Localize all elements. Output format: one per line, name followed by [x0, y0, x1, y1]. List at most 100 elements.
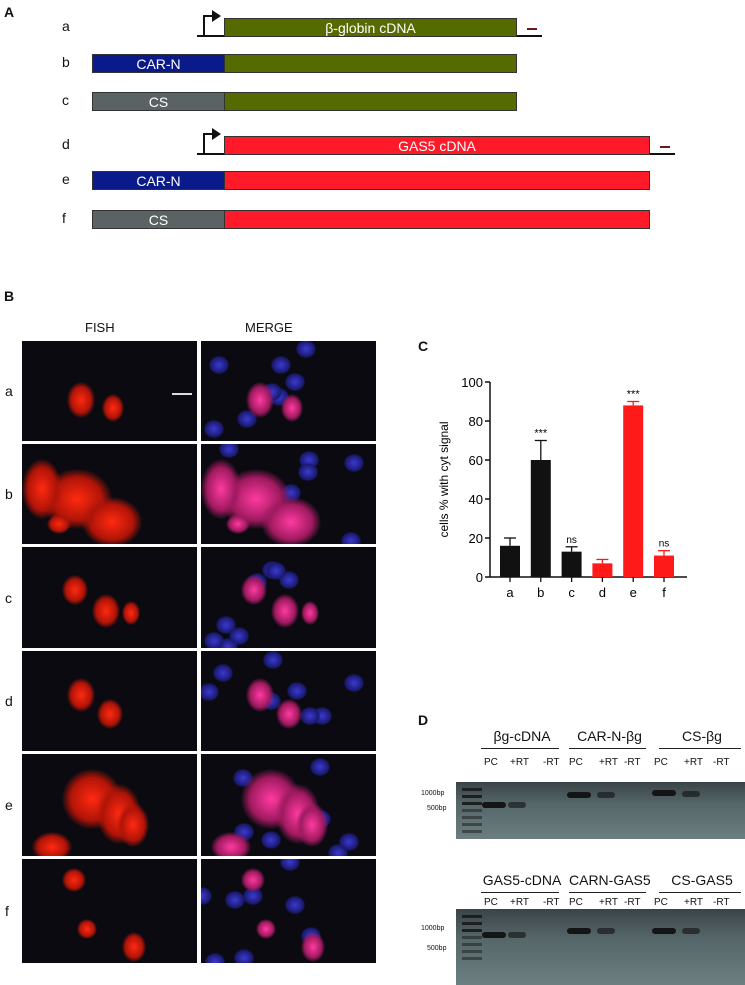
fish-signal [211, 831, 251, 856]
merge-image [201, 547, 376, 648]
ladder-band [462, 915, 482, 918]
construct-label: a [62, 18, 70, 34]
fish-signal [281, 394, 303, 422]
pcr-band [508, 932, 526, 938]
nucleus [225, 890, 246, 909]
merge-column-header: MERGE [245, 320, 293, 335]
x-tick-label: e [630, 585, 637, 600]
merge-image [201, 651, 376, 751]
construct-body-segment [224, 171, 650, 190]
segment-label: CS [148, 93, 169, 110]
gel-image [456, 909, 745, 985]
fish-signal [122, 601, 140, 625]
construct-prefix-segment: CAR-N [92, 171, 225, 190]
group-underline [481, 748, 559, 749]
nucleus [298, 463, 319, 482]
fish-image [22, 444, 197, 544]
y-tick-label: 40 [469, 492, 483, 507]
x-tick-label: b [537, 585, 544, 600]
y-tick-label: 100 [461, 375, 483, 390]
fish-signal [82, 496, 142, 544]
promoter-line [197, 153, 224, 155]
ladder-band [462, 795, 482, 798]
fish-image [22, 859, 197, 963]
nucleus [285, 373, 306, 392]
nucleus [219, 444, 240, 459]
fish-row-label: b [5, 486, 13, 502]
promoter-arrow-icon [212, 10, 221, 22]
fish-column-header: FISH [85, 320, 115, 335]
y-tick-label: 0 [476, 570, 483, 585]
ladder-band [462, 802, 482, 805]
gel-group-label: CS-βg [682, 728, 722, 744]
construct-label: f [62, 210, 66, 226]
fish-signal [62, 868, 86, 892]
nucleus [309, 758, 330, 777]
promoter-arrow-icon [212, 128, 221, 140]
lane-label: -RT [543, 757, 560, 768]
lane-label: +RT [684, 757, 703, 768]
merge-image [201, 341, 376, 441]
fish-signal [67, 382, 95, 418]
y-axis-label: cells % with cyt signal [437, 421, 451, 537]
x-tick-label: a [506, 585, 514, 600]
fish-signal [241, 868, 265, 892]
fish-signal [102, 394, 124, 422]
nucleus [261, 830, 282, 849]
fish-signal [271, 593, 299, 628]
lane-label: PC [654, 757, 668, 768]
panel-label-a: A [4, 4, 15, 20]
y-tick-label: 20 [469, 531, 483, 546]
fish-signal [246, 677, 274, 712]
nucleus [203, 419, 224, 438]
nucleus [209, 356, 230, 375]
merge-image [201, 444, 376, 544]
fish-signal [296, 803, 328, 847]
panel-label-c: C [418, 338, 429, 354]
construct-label: d [62, 136, 70, 152]
panel-label-d: D [418, 712, 429, 728]
bar [592, 563, 613, 577]
nucleus [279, 859, 300, 871]
ladder-band [462, 809, 482, 812]
promoter-arrow-icon [203, 133, 205, 154]
nucleus [201, 887, 213, 906]
nucleus [343, 674, 364, 693]
x-tick-label: d [599, 585, 606, 600]
construct-label: b [62, 54, 70, 70]
nucleus [296, 341, 317, 358]
construct-body-segment [224, 92, 517, 111]
x-tick-label: f [662, 585, 666, 600]
probe-mark [660, 146, 670, 148]
fish-signal [97, 698, 123, 729]
x-tick-label: c [568, 585, 575, 600]
bar [654, 555, 674, 577]
promoter-arrow-icon [203, 133, 213, 135]
pcr-band [567, 928, 591, 934]
nucleus [343, 453, 364, 472]
lane-label: +RT [510, 897, 529, 908]
lane-label: -RT [624, 757, 641, 768]
lane-label: -RT [713, 897, 730, 908]
group-underline [659, 892, 741, 893]
gel-group-label: βg-cDNA [493, 728, 551, 744]
fish-image [22, 651, 197, 751]
fish-signal [301, 931, 325, 962]
gel-group-label: CAR-N-βg [577, 728, 642, 744]
pcr-band [597, 792, 615, 798]
fish-image [22, 547, 197, 648]
promoter-arrow-icon [203, 15, 205, 36]
segment-label: CAR-N [136, 172, 181, 189]
bar-chart: 0 20 40 60 80 100 cells % with cyt signal a b ***… [437, 375, 687, 600]
gel-group-label: CARN-GAS5 [569, 872, 651, 888]
nucleus [263, 651, 284, 670]
lane-label: +RT [684, 897, 703, 908]
ladder-band [462, 943, 482, 946]
pcr-band [482, 802, 506, 808]
nucleus [201, 683, 219, 702]
nucleus [205, 953, 226, 963]
fish-image [22, 754, 197, 856]
fish-signal [32, 831, 72, 856]
lane-label: +RT [510, 757, 529, 768]
nucleus [218, 637, 239, 648]
